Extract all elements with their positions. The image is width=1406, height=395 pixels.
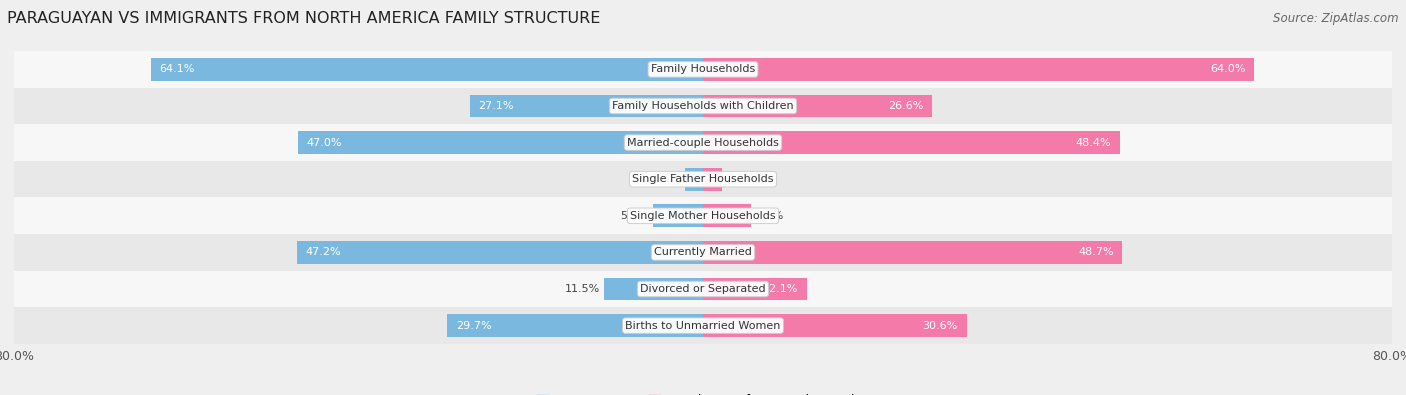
Text: Divorced or Separated: Divorced or Separated	[640, 284, 766, 294]
Text: Family Households: Family Households	[651, 64, 755, 74]
Bar	[14, 51, 1392, 88]
Text: Source: ZipAtlas.com: Source: ZipAtlas.com	[1274, 12, 1399, 25]
Text: Married-couple Households: Married-couple Households	[627, 137, 779, 148]
Text: 64.1%: 64.1%	[160, 64, 195, 74]
Bar	[14, 234, 1392, 271]
Bar	[298, 131, 703, 154]
Text: Single Mother Households: Single Mother Households	[630, 211, 776, 221]
Text: Single Father Households: Single Father Households	[633, 174, 773, 184]
Text: 30.6%: 30.6%	[922, 321, 957, 331]
Text: 26.6%: 26.6%	[889, 101, 924, 111]
Bar	[703, 95, 932, 117]
Text: 27.1%: 27.1%	[478, 101, 513, 111]
Bar	[470, 95, 703, 117]
Text: Family Households with Children: Family Households with Children	[612, 101, 794, 111]
Bar	[605, 278, 703, 300]
Bar	[703, 241, 1122, 264]
Text: 2.2%: 2.2%	[727, 174, 755, 184]
Text: Currently Married: Currently Married	[654, 247, 752, 258]
Text: 5.6%: 5.6%	[755, 211, 783, 221]
Text: 47.0%: 47.0%	[307, 137, 342, 148]
Bar	[14, 271, 1392, 307]
Text: 48.4%: 48.4%	[1076, 137, 1111, 148]
Text: Births to Unmarried Women: Births to Unmarried Women	[626, 321, 780, 331]
Text: 29.7%: 29.7%	[456, 321, 492, 331]
Bar	[14, 307, 1392, 344]
Text: 2.1%: 2.1%	[652, 174, 681, 184]
Bar	[703, 205, 751, 227]
Bar	[14, 124, 1392, 161]
Text: 48.7%: 48.7%	[1078, 247, 1114, 258]
Bar	[703, 278, 807, 300]
Text: 11.5%: 11.5%	[564, 284, 599, 294]
Bar	[447, 314, 703, 337]
Text: 64.0%: 64.0%	[1211, 64, 1246, 74]
Bar	[14, 198, 1392, 234]
Bar	[703, 314, 966, 337]
Text: 5.8%: 5.8%	[620, 211, 648, 221]
Bar	[703, 58, 1254, 81]
Bar	[685, 168, 703, 190]
Bar	[150, 58, 703, 81]
Bar	[703, 131, 1119, 154]
Legend: Paraguayan, Immigrants from North America: Paraguayan, Immigrants from North Americ…	[536, 394, 870, 395]
Bar	[14, 88, 1392, 124]
Text: 12.1%: 12.1%	[763, 284, 799, 294]
Text: 47.2%: 47.2%	[305, 247, 340, 258]
Bar	[652, 205, 703, 227]
Bar	[297, 241, 703, 264]
Text: PARAGUAYAN VS IMMIGRANTS FROM NORTH AMERICA FAMILY STRUCTURE: PARAGUAYAN VS IMMIGRANTS FROM NORTH AMER…	[7, 11, 600, 26]
Bar	[14, 161, 1392, 198]
Bar	[703, 168, 721, 190]
